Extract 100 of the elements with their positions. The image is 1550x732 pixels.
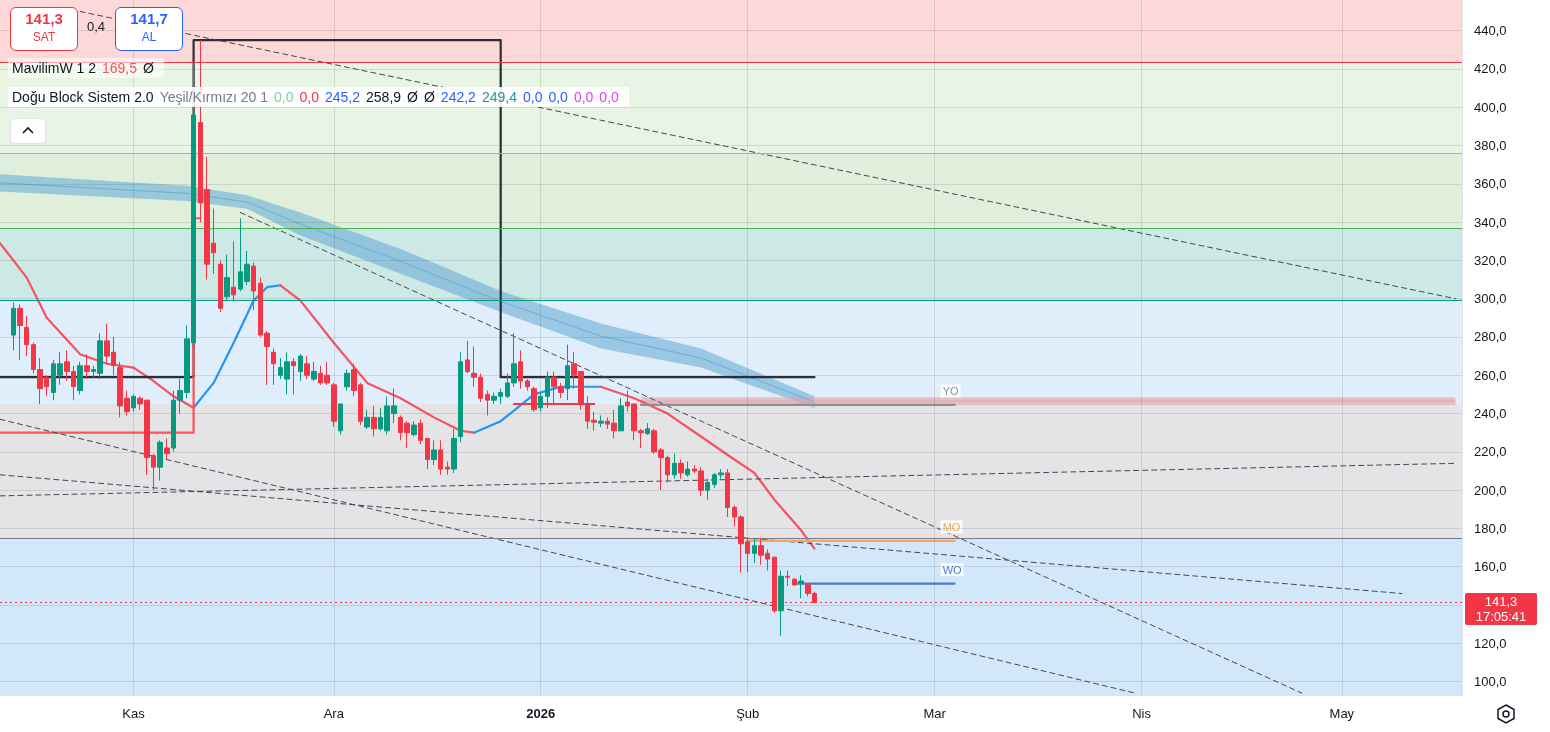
candlestick [84, 353, 90, 380]
candlestick [438, 439, 443, 476]
x-tick-label: Mar [923, 706, 947, 721]
candlestick [338, 403, 343, 436]
annotation: 258,9 [366, 89, 402, 105]
annotation: 141,7 [129, 10, 169, 28]
candlestick [218, 259, 223, 313]
annotation: 0,0 [274, 89, 294, 105]
candlestick [271, 347, 276, 386]
annotation: Yeşil/Kırmızı 20 1 [159, 89, 269, 105]
candlestick [485, 390, 490, 416]
candlestick [725, 468, 730, 518]
y-tick-label: 160,0 [1474, 559, 1507, 575]
candlestick [431, 439, 437, 466]
text: 17:05:41 [1474, 608, 1528, 624]
candlestick [685, 460, 690, 478]
candlestick [77, 361, 83, 395]
line-series [599, 385, 816, 550]
candlestick [131, 393, 136, 413]
series-label: WO [942, 563, 963, 576]
y-tick-label: 100,0 [1474, 674, 1507, 690]
line-series [472, 385, 602, 434]
x-tick-label: Kas [122, 706, 146, 721]
candlestick [778, 570, 784, 637]
y-tick-label: 340,0 [1474, 214, 1507, 230]
candlestick [364, 409, 370, 430]
candlestick [251, 261, 256, 311]
candlestick [752, 537, 757, 564]
annotation: 0,0 [573, 89, 594, 105]
candlestick [672, 453, 677, 480]
candlestick [291, 357, 296, 395]
candlestick [411, 420, 417, 438]
ref-line-label: 141,3 [1483, 593, 1519, 609]
candlestick [545, 370, 550, 409]
candlestick [598, 414, 604, 428]
annotation: Ø [143, 60, 154, 76]
x-tick-label: Ara [323, 706, 345, 721]
line-series [279, 284, 476, 434]
candlestick [304, 355, 310, 380]
x-tick-label: Nis [1132, 706, 1152, 721]
candlestick [425, 437, 430, 470]
candlestick [311, 361, 317, 382]
candlestick [518, 349, 523, 390]
x-tick-label: Şub [736, 706, 760, 721]
candlestick [705, 478, 710, 501]
candlestick [525, 378, 530, 392]
candlestick [418, 418, 423, 445]
annotation: AL [140, 29, 158, 46]
candlestick [451, 428, 457, 474]
x-tick-label: May [1329, 706, 1355, 721]
candlestick [645, 422, 650, 436]
annotation: Ø [423, 89, 435, 105]
y-tick-label: 280,0 [1474, 329, 1507, 345]
series-label: MO [942, 520, 961, 533]
line-series [192, 284, 282, 409]
annotation: 0,0 [299, 89, 319, 105]
candlestick [164, 437, 170, 460]
y-tick-label: 200,0 [1474, 482, 1507, 498]
candlestick [678, 459, 684, 480]
x-tick-label: 2026 [526, 706, 556, 721]
annotation: 242,2 [440, 89, 476, 105]
candlestick [157, 439, 163, 482]
annotation: 169,5 [102, 60, 138, 76]
candlestick [792, 577, 797, 587]
candlestick [538, 391, 543, 413]
y-tick-label: 440,0 [1474, 23, 1507, 39]
annotation: MavilimW 1 2 [12, 60, 97, 76]
annotation: Doğu Block Sistem 2.0 [12, 89, 154, 105]
candlestick [785, 570, 790, 587]
annotation: 0,4 [87, 19, 106, 34]
annotation: Ø [407, 89, 418, 105]
candlestick [565, 344, 570, 401]
annotation: SAT [31, 29, 57, 46]
candlestick [465, 340, 470, 374]
candlestick [231, 240, 236, 302]
candlestick [798, 574, 804, 599]
candlestick [618, 397, 624, 432]
y-tick-label: 220,0 [1474, 444, 1507, 460]
candlestick [445, 460, 450, 476]
candlestick [298, 353, 303, 382]
annotation: 0,0 [599, 89, 619, 105]
line-series [0, 242, 195, 409]
annotation: 0,0 [522, 89, 543, 105]
annotation: 0,0 [548, 89, 568, 105]
annotation: 245,2 [324, 89, 361, 105]
y-tick-label: 420,0 [1474, 61, 1507, 77]
y-tick-label: 380,0 [1474, 138, 1507, 154]
candlestick [11, 302, 16, 351]
y-tick-label: 360,0 [1474, 176, 1507, 192]
y-tick-label: 260,0 [1474, 367, 1507, 383]
candlestick [371, 405, 377, 438]
y-tick-label: 180,0 [1474, 520, 1507, 536]
y-tick-label: 240,0 [1474, 406, 1507, 422]
y-tick-label: 400,0 [1474, 99, 1507, 115]
candlestick [24, 315, 29, 357]
candlestick [458, 351, 463, 443]
candlestick [344, 369, 350, 392]
candlestick [331, 382, 337, 428]
annotation: 141,3 [24, 10, 64, 28]
y-tick-label: 320,0 [1474, 252, 1507, 268]
